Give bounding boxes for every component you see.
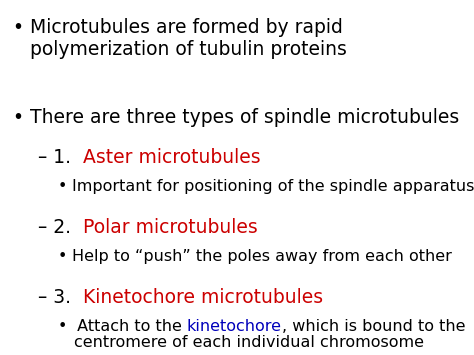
Text: – 1.: – 1. bbox=[38, 148, 83, 167]
Text: centromere of each individual chromosome: centromere of each individual chromosome bbox=[74, 335, 424, 350]
Text: •: • bbox=[58, 249, 67, 264]
Text: •: • bbox=[12, 18, 23, 37]
Text: •: • bbox=[12, 108, 23, 127]
Text: Attach to the: Attach to the bbox=[72, 319, 187, 334]
Text: Help to “push” the poles away from each other: Help to “push” the poles away from each … bbox=[72, 249, 452, 264]
Text: , which is bound to the: , which is bound to the bbox=[282, 319, 465, 334]
Text: – 3.: – 3. bbox=[38, 288, 83, 307]
Text: Microtubules are formed by rapid
polymerization of tubulin proteins: Microtubules are formed by rapid polymer… bbox=[30, 18, 347, 59]
Text: Important for positioning of the spindle apparatus: Important for positioning of the spindle… bbox=[72, 179, 474, 194]
Text: kinetochore: kinetochore bbox=[187, 319, 282, 334]
Text: •: • bbox=[58, 179, 67, 194]
Text: There are three types of spindle microtubules: There are three types of spindle microtu… bbox=[30, 108, 459, 127]
Text: Kinetochore microtubules: Kinetochore microtubules bbox=[83, 288, 323, 307]
Text: •: • bbox=[58, 319, 67, 334]
Text: Polar microtubules: Polar microtubules bbox=[83, 218, 258, 237]
Text: – 2.: – 2. bbox=[38, 218, 83, 237]
Text: Aster microtubules: Aster microtubules bbox=[83, 148, 261, 167]
